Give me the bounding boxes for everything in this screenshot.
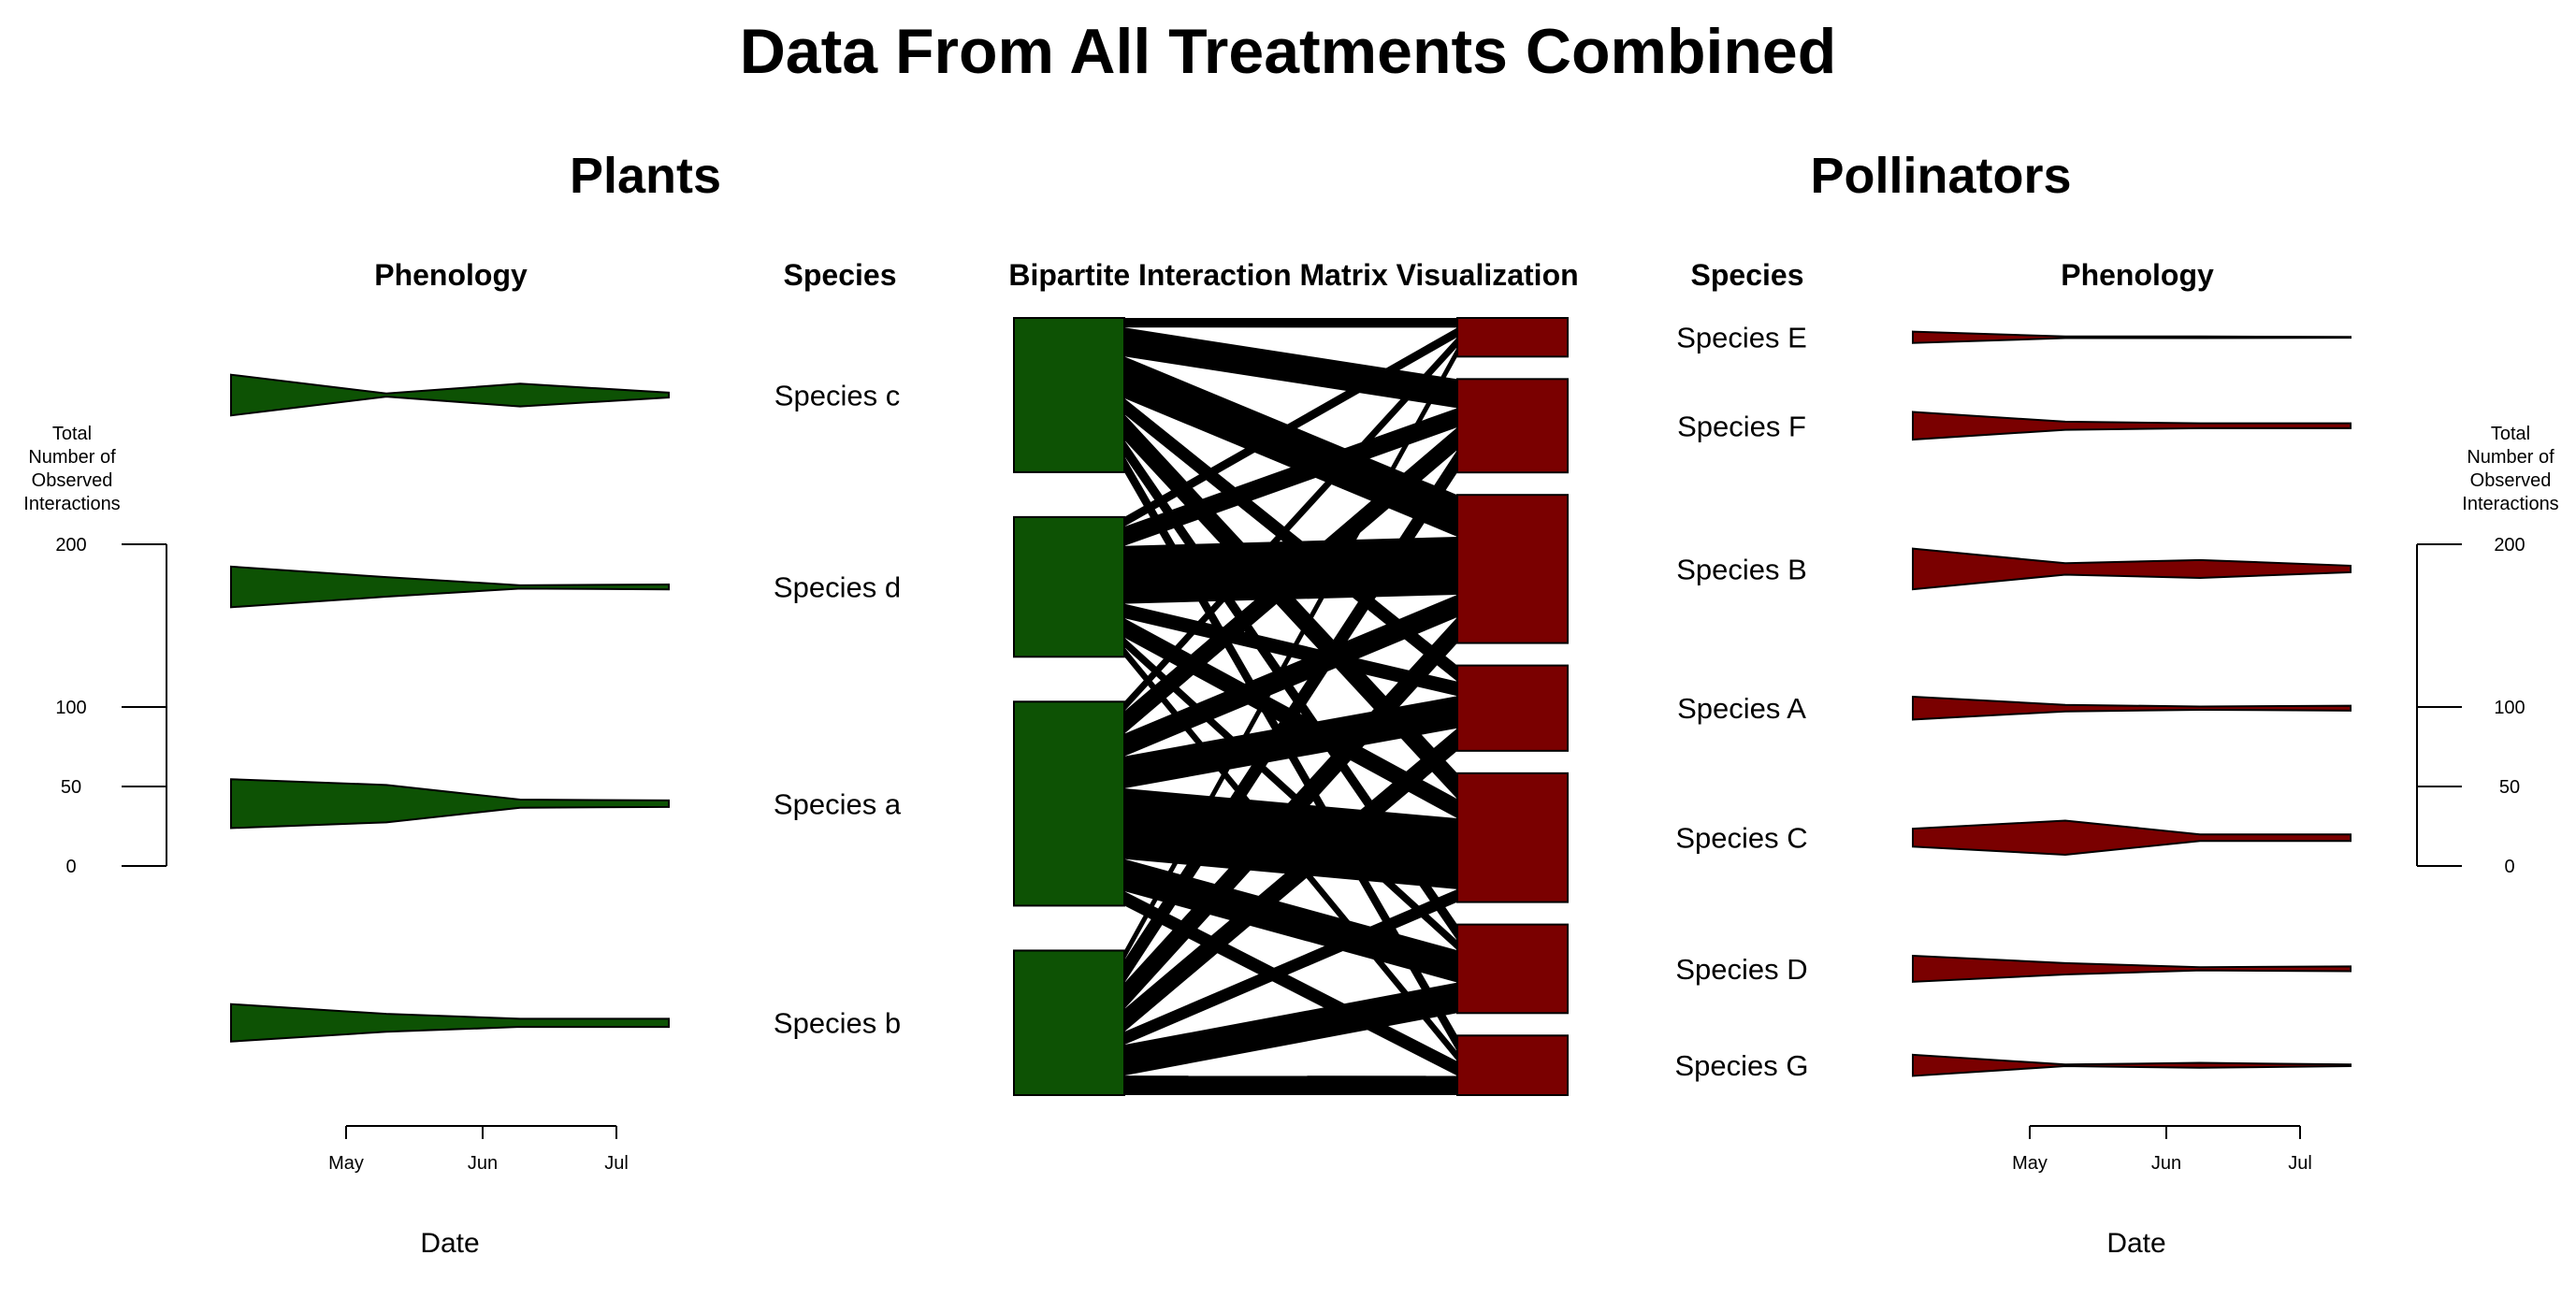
pollinator-box-species-g: [1456, 1034, 1569, 1096]
plant-label-species-d: Species d: [774, 571, 901, 604]
plants-x-tick-label-jun: Jun: [468, 1153, 498, 1174]
pollinator-phenology-species-e: [1912, 330, 2352, 344]
interaction-links: [1124, 318, 1457, 1095]
pollinators-x-tick-label-may: May: [2012, 1153, 2048, 1174]
pollinator-box-species-c: [1456, 772, 1569, 903]
link-species-d-species-e: [1124, 327, 1457, 527]
chart-title: Data From All Treatments Combined: [740, 16, 1837, 87]
pollinators-y-tick-label-200: 200: [2494, 535, 2525, 556]
plants-y-tick-label-50: 50: [61, 777, 81, 798]
link-species-d-species-f: [1124, 408, 1457, 546]
pollinators-y-tick-label-0: 0: [2504, 857, 2514, 877]
pollinator-label-species-c: Species C: [1675, 822, 1807, 855]
plants-y-axis-label-line-1: Total: [52, 424, 92, 444]
link-species-c-species-b: [1124, 356, 1457, 537]
pollinator-phenology-species-b: [1912, 547, 2352, 591]
pollinators-y-tick-label-50: 50: [2499, 777, 2520, 798]
plant-phenology-species-c: [230, 373, 670, 417]
pollinator-label-species-g: Species G: [1674, 1049, 1808, 1082]
plant-box-species-a: [1013, 700, 1125, 907]
plant-species-labels: Species c Species d Species a Species b: [774, 379, 902, 1039]
link-species-b-species-b: [1124, 617, 1457, 1009]
link-species-a-species-g: [1124, 890, 1457, 1076]
pollinator-box-species-a: [1456, 664, 1569, 752]
pollinators-section-title: Pollinators: [1810, 148, 2071, 204]
pollinator-phenology-species-f: [1912, 411, 2352, 441]
pollinator-phenology-species-d: [1912, 954, 2352, 983]
link-species-a-species-b: [1124, 594, 1457, 757]
link-species-b-species-e: [1124, 346, 1457, 960]
plant-box-species-d: [1013, 515, 1125, 658]
link-species-b-species-c: [1124, 888, 1457, 1046]
pollinator-phenology-species-g: [1912, 1053, 2352, 1077]
pollinators-y-axis-label-line-3: Observed: [2470, 470, 2552, 491]
pollinators-y-axis-label-line-2: Number of: [2467, 447, 2554, 468]
pollinators-y-axis-label-line-4: Interactions: [2462, 494, 2558, 514]
pollinators-x-axis-label: Date: [2106, 1228, 2165, 1259]
matrix-header: Bipartite Interaction Matrix Visualizati…: [1008, 258, 1578, 292]
link-species-b-species-a: [1124, 728, 1457, 1032]
link-species-c-species-e: [1124, 318, 1457, 328]
plants-x-tick-label-may: May: [328, 1153, 364, 1174]
pollinator-label-species-d: Species D: [1675, 953, 1807, 986]
plant-boxes: [1013, 317, 1125, 1096]
pollinators-y-axis-label-line-1: Total: [2491, 424, 2530, 444]
plant-label-species-b: Species b: [774, 1007, 901, 1040]
pollinator-boxes: [1456, 317, 1569, 1096]
pollinator-label-species-b: Species B: [1676, 553, 1807, 585]
plant-phenology-species-a: [230, 778, 670, 830]
plants-x-tick-label-jul: Jul: [604, 1153, 629, 1174]
pollinator-label-species-a: Species A: [1677, 692, 1806, 725]
plant-box-species-b: [1013, 949, 1125, 1096]
pollinators-y-tick-label-100: 100: [2494, 698, 2525, 718]
pollinator-box-species-e: [1456, 317, 1569, 358]
plants-phenology-header: Phenology: [374, 258, 528, 292]
pollinators-x-tick-label-jun: Jun: [2151, 1153, 2181, 1174]
pollinator-species-labels: Species E Species F Species B Species A Spec…: [1674, 322, 1808, 1082]
pollinator-phenology-species-c: [1912, 819, 2352, 856]
plant-phenology-shapes: [230, 373, 670, 1043]
link-species-c-species-a: [1124, 397, 1457, 682]
pollinator-phenology-species-a: [1912, 695, 2352, 721]
plants-y-axis-label-line-3: Observed: [32, 470, 113, 491]
plants-species-header: Species: [784, 258, 897, 292]
pollinator-box-species-d: [1456, 923, 1569, 1015]
link-species-c-species-f: [1124, 327, 1457, 409]
pollinator-label-species-e: Species E: [1676, 322, 1807, 354]
link-species-b-species-f: [1124, 450, 1457, 984]
link-species-b-species-g: [1124, 1075, 1457, 1095]
plant-label-species-a: Species a: [774, 787, 902, 820]
pollinator-label-species-f: Species F: [1677, 410, 1806, 442]
link-species-a-species-e: [1124, 337, 1457, 712]
pollinator-box-species-b: [1456, 494, 1569, 644]
plants-y-axis-label-line-4: Interactions: [23, 494, 120, 514]
link-species-a-species-d: [1124, 858, 1457, 983]
pollinators-species-header: Species: [1691, 258, 1804, 292]
pollinator-phenology-shapes: [1912, 330, 2352, 1077]
pollinators-phenology-header: Phenology: [2061, 258, 2214, 292]
link-species-b-species-d: [1124, 982, 1457, 1076]
plants-y-tick-label-100: 100: [55, 698, 86, 718]
plant-label-species-c: Species c: [774, 379, 900, 411]
plants-y-tick-label-200: 200: [55, 535, 86, 556]
plant-box-species-c: [1013, 317, 1125, 473]
plant-phenology-species-d: [230, 565, 670, 609]
pollinator-box-species-f: [1456, 378, 1569, 474]
plants-y-tick-label-0: 0: [65, 857, 76, 877]
plants-section-title: Plants: [570, 148, 721, 204]
pollinators-x-tick-label-jul: Jul: [2288, 1153, 2312, 1174]
plants-y-axis-label-line-2: Number of: [28, 447, 116, 468]
plant-phenology-species-b: [230, 1003, 670, 1043]
plants-x-axis-label: Date: [420, 1228, 479, 1259]
